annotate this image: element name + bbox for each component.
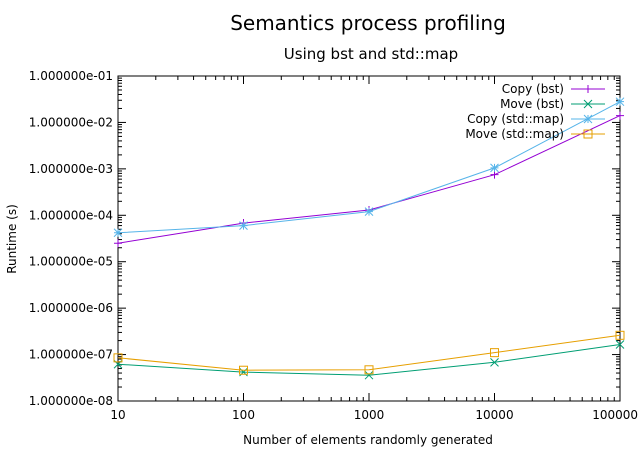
legend-label: Copy (bst) xyxy=(502,82,564,96)
legend-marker xyxy=(583,114,593,124)
data-point-series-2 xyxy=(239,367,248,377)
data-point-series-4 xyxy=(364,365,374,375)
x-tick-label: 10000 xyxy=(475,408,513,422)
x-tick-label: 100 xyxy=(232,408,255,422)
legend-marker xyxy=(584,85,592,93)
data-point-series-2 xyxy=(615,340,625,349)
y-tick-label: 1.000000e-08 xyxy=(29,394,113,408)
data-point-series-3 xyxy=(615,97,625,107)
chart-subtitle: Using bst and std::map xyxy=(284,45,458,63)
y-tick-label: 1.000000e-04 xyxy=(29,208,113,222)
data-point-series-3 xyxy=(490,163,499,173)
legend: Copy (bst)Move (bst)Copy (std::map)Move … xyxy=(465,82,605,141)
data-point-series-1 xyxy=(490,170,499,179)
y-axis-label: Runtime (s) xyxy=(5,204,19,274)
chart-title: Semantics process profiling xyxy=(230,11,506,35)
y-axis: 1.000000e-08 1.000000e-07 1.000000e-06 1.00… xyxy=(29,69,620,408)
data-point-series-1 xyxy=(616,111,624,120)
y-tick-label: 1.000000e-03 xyxy=(29,162,113,176)
x-tick-label: 1000 xyxy=(354,408,385,422)
y-tick-label: 1.000000e-07 xyxy=(29,348,113,362)
legend-marker xyxy=(583,99,593,109)
x-axis-label: Number of elements randomly generated xyxy=(243,433,493,447)
data-point-series-2 xyxy=(490,357,499,367)
data-point-series-3 xyxy=(113,228,123,238)
x-tick-label: 10 xyxy=(110,408,125,422)
y-tick-label: 1.000000e-02 xyxy=(29,115,113,129)
data-point-series-2 xyxy=(364,370,374,380)
data-point-series-3 xyxy=(364,207,374,216)
y-tick-label: 1.000000e-05 xyxy=(29,255,113,269)
data-point-series-3 xyxy=(239,221,248,230)
y-tick-label: 1.000000e-06 xyxy=(29,301,113,315)
y-tick-label: 1.000000e-01 xyxy=(29,69,113,83)
data-point-series-4 xyxy=(239,365,248,375)
legend-label: Copy (std::map) xyxy=(467,112,564,126)
legend-label: Move (std::map) xyxy=(465,127,564,141)
x-axis: 10 100 1000 10000 100000 xyxy=(110,76,638,422)
series-line-2 xyxy=(117,344,621,376)
series-layer xyxy=(113,97,625,380)
x-tick-label: 100000 xyxy=(592,408,638,422)
legend-marker xyxy=(583,129,593,139)
data-point-series-4 xyxy=(615,330,625,340)
series-line-4 xyxy=(117,334,621,371)
data-point-series-1 xyxy=(114,239,122,248)
data-point-series-4 xyxy=(490,348,499,358)
data-point-series-4 xyxy=(113,353,123,363)
legend-label: Move (bst) xyxy=(500,97,564,111)
